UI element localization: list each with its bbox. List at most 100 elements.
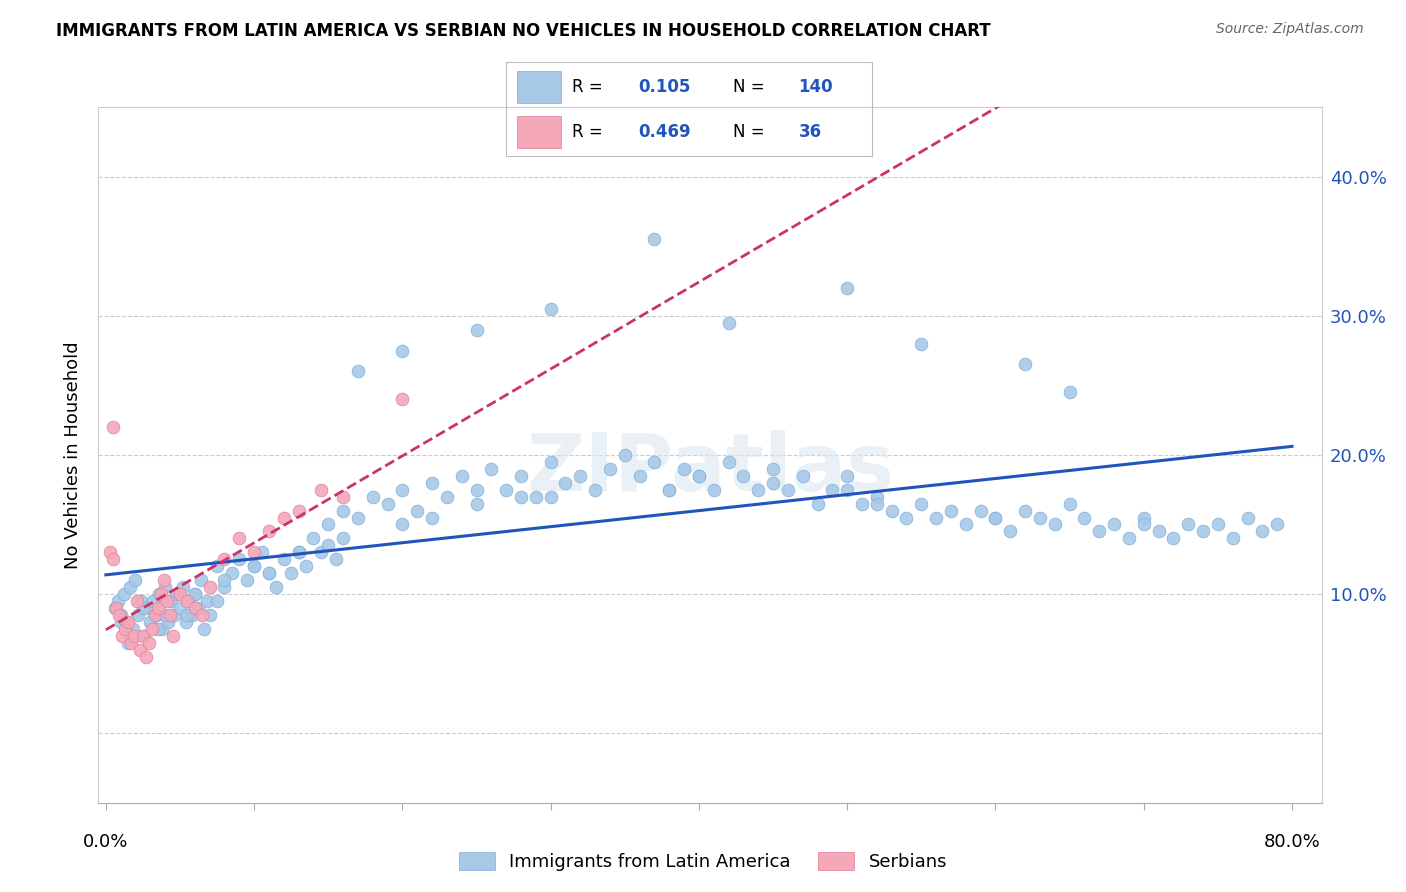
Point [377, 497, 399, 511]
Point [569, 468, 592, 483]
Point [257, 566, 280, 581]
Point [1147, 524, 1170, 539]
Text: Source: ZipAtlas.com: Source: ZipAtlas.com [1216, 22, 1364, 37]
Point [138, 636, 160, 650]
Point [198, 607, 221, 622]
Point [391, 343, 413, 358]
Legend: Immigrants from Latin America, Serbians: Immigrants from Latin America, Serbians [451, 845, 955, 879]
Point [287, 545, 309, 559]
Point [316, 517, 339, 532]
Point [117, 636, 139, 650]
Point [302, 532, 325, 546]
Point [287, 503, 309, 517]
Point [866, 490, 889, 504]
Point [837, 483, 859, 497]
Point [214, 573, 236, 587]
Point [969, 503, 991, 517]
Point [280, 566, 302, 581]
Point [1073, 510, 1095, 524]
Point [325, 552, 347, 566]
Text: 140: 140 [799, 78, 834, 95]
Text: N =: N = [733, 78, 769, 95]
Point [821, 483, 844, 497]
Point [717, 455, 740, 469]
Point [191, 607, 214, 622]
Point [733, 468, 755, 483]
Text: R =: R = [572, 123, 607, 141]
Point [1265, 517, 1288, 532]
Point [554, 475, 576, 490]
Point [540, 490, 562, 504]
Point [153, 607, 176, 622]
Point [115, 615, 138, 629]
Point [112, 587, 135, 601]
Point [347, 510, 370, 524]
Point [162, 629, 184, 643]
Point [132, 629, 155, 643]
Point [159, 607, 181, 622]
Point [146, 601, 169, 615]
Point [391, 483, 413, 497]
Point [309, 545, 332, 559]
Point [143, 607, 166, 622]
Text: N =: N = [733, 123, 769, 141]
Point [347, 364, 370, 378]
Point [117, 615, 139, 629]
Point [420, 510, 443, 524]
Point [762, 462, 785, 476]
Point [806, 497, 828, 511]
Point [540, 301, 562, 316]
Point [837, 281, 859, 295]
Point [1118, 532, 1140, 546]
Point [880, 503, 903, 517]
Point [243, 559, 266, 574]
Point [228, 552, 250, 566]
Point [332, 490, 354, 504]
Point [273, 552, 295, 566]
Point [762, 475, 785, 490]
Point [673, 462, 696, 476]
Point [1000, 524, 1022, 539]
Point [540, 455, 562, 469]
Point [510, 468, 533, 483]
Point [184, 587, 207, 601]
Point [717, 316, 740, 330]
Point [153, 580, 176, 594]
Point [628, 468, 651, 483]
Point [465, 483, 488, 497]
Point [235, 573, 257, 587]
Point [792, 468, 814, 483]
Point [139, 615, 162, 629]
Point [1206, 517, 1229, 532]
Point [150, 622, 173, 636]
Point [105, 601, 128, 615]
Point [391, 392, 413, 407]
Point [316, 538, 339, 552]
Y-axis label: No Vehicles in Household: No Vehicles in Household [65, 341, 83, 569]
Point [1059, 497, 1081, 511]
Point [214, 580, 236, 594]
Point [135, 649, 157, 664]
Point [104, 601, 127, 615]
Point [221, 566, 243, 581]
Point [851, 497, 873, 511]
Point [184, 587, 207, 601]
Point [1192, 524, 1215, 539]
FancyBboxPatch shape [517, 116, 561, 148]
Point [910, 336, 932, 351]
Point [257, 566, 280, 581]
Point [107, 594, 129, 608]
Point [1014, 503, 1036, 517]
Point [243, 559, 266, 574]
Point [176, 594, 198, 608]
Point [510, 490, 533, 504]
Point [214, 552, 236, 566]
Point [1177, 517, 1199, 532]
Point [866, 497, 889, 511]
Point [166, 587, 188, 601]
Point [131, 594, 153, 608]
Point [122, 629, 145, 643]
Point [436, 490, 458, 504]
Point [658, 483, 681, 497]
Point [110, 615, 132, 629]
